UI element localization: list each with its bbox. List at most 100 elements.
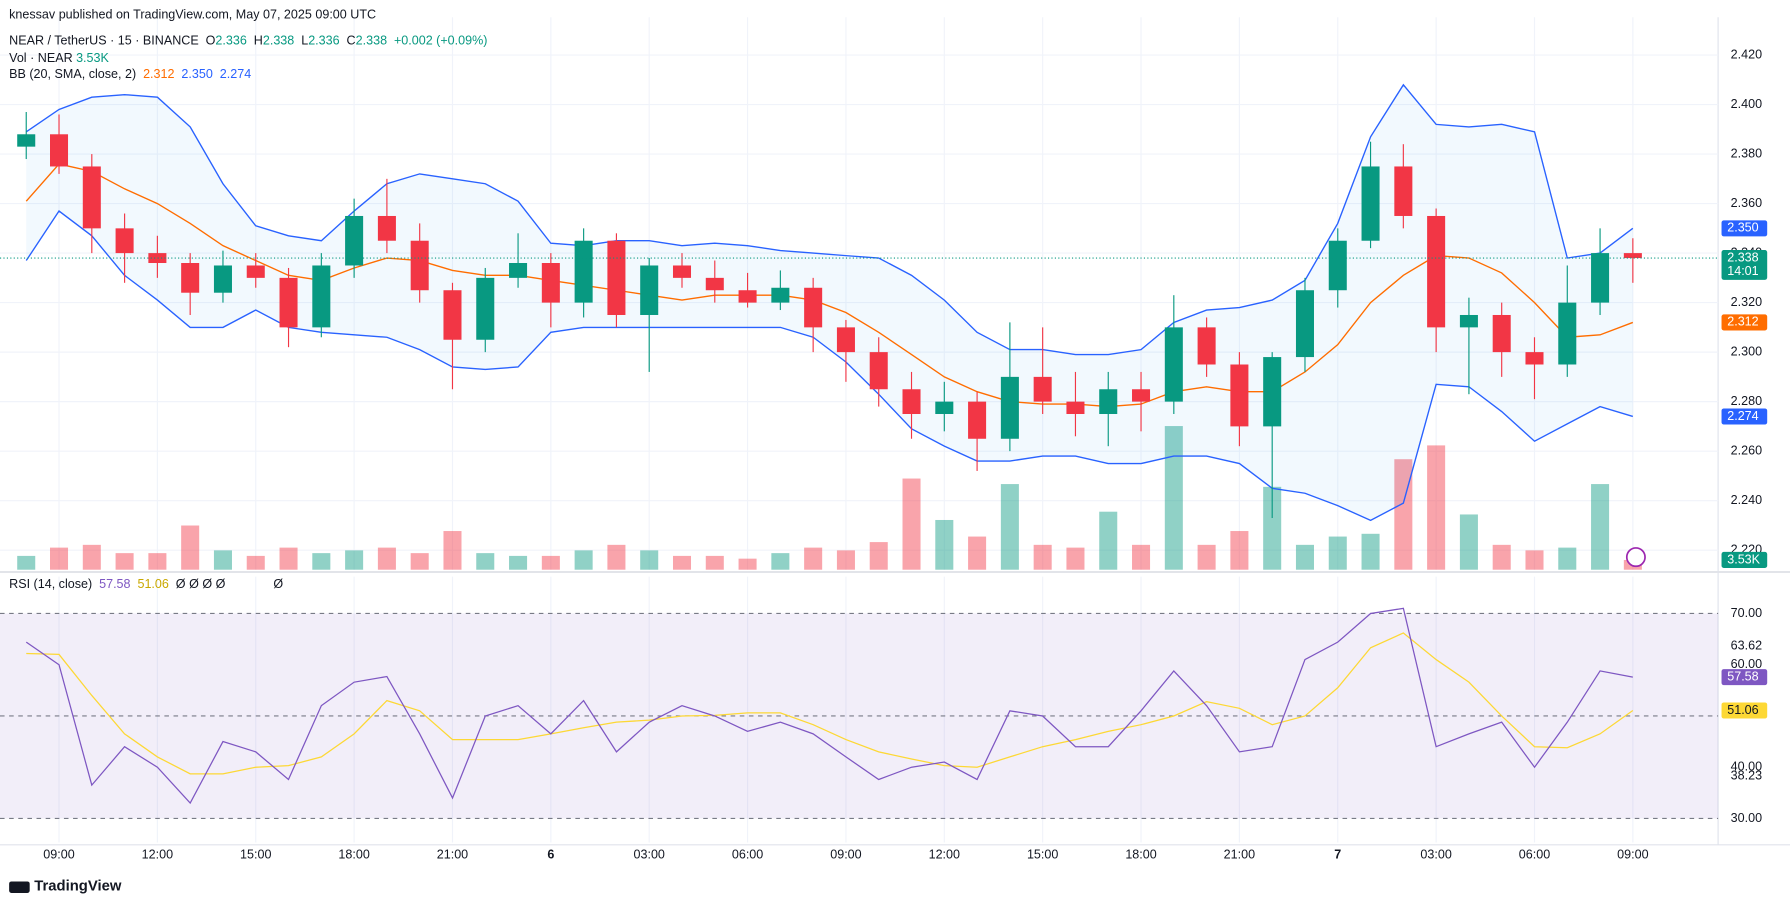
rsi-legend: RSI (14, close) 57.58 51.06 Ø Ø Ø Ø Ø bbox=[9, 577, 286, 593]
y-tick-label: 2.280 bbox=[1731, 394, 1762, 408]
ohlc-key: C bbox=[346, 34, 356, 49]
candle-body bbox=[1132, 389, 1151, 402]
candle-body bbox=[148, 253, 167, 264]
bb-legend: BB (20, SMA, close, 2) 2.312 2.350 2.274 bbox=[9, 66, 254, 82]
candle-body bbox=[1197, 327, 1216, 365]
volume-bar bbox=[804, 547, 823, 570]
volume-bar bbox=[1000, 484, 1019, 570]
volume-bar bbox=[279, 547, 298, 570]
volume-bar bbox=[115, 553, 134, 570]
symbol: NEAR / TetherUS · 15 · BINANCE bbox=[9, 34, 199, 49]
price-badge-label: 2.274 bbox=[1727, 409, 1758, 423]
volume-bar bbox=[902, 478, 921, 570]
volume-bar bbox=[312, 553, 331, 570]
candle-body bbox=[738, 290, 757, 303]
candle-body bbox=[1033, 376, 1052, 402]
placeholder: Ø Ø Ø Ø bbox=[175, 577, 226, 592]
rsi-badge-label: 51.06 bbox=[1727, 703, 1758, 717]
candle-body bbox=[1394, 166, 1413, 216]
volume-bar bbox=[476, 553, 495, 570]
candle-body bbox=[1492, 314, 1511, 353]
volume-bar bbox=[1591, 484, 1610, 570]
y-tick-label: 60.00 bbox=[1731, 657, 1762, 671]
ohlc-key: L bbox=[301, 34, 309, 49]
volume-bar bbox=[738, 558, 757, 570]
x-tick-label: 21:00 bbox=[1224, 847, 1255, 861]
candle-body bbox=[935, 401, 954, 415]
x-tick-label: 6 bbox=[547, 847, 554, 861]
header: knessav published on TradingView.com, Ma… bbox=[9, 7, 379, 23]
x-tick-label: 06:00 bbox=[732, 847, 763, 861]
logo bbox=[9, 881, 30, 893]
bb-line bbox=[25, 210, 1634, 522]
brand: TradingView bbox=[34, 876, 122, 895]
candle-body bbox=[1427, 215, 1446, 328]
x-tick-label: 09:00 bbox=[1617, 847, 1648, 861]
x-tick-label: 12:00 bbox=[929, 847, 960, 861]
rsi-badge bbox=[1721, 702, 1768, 719]
volume-bar bbox=[574, 550, 593, 570]
volume-bar bbox=[50, 547, 69, 570]
candle-body bbox=[115, 228, 134, 254]
volume-legend: Vol · NEAR 3.53K bbox=[9, 50, 112, 66]
volume-bar bbox=[935, 519, 954, 570]
candle-body bbox=[50, 134, 69, 167]
volume-bar bbox=[869, 542, 888, 570]
candle-body bbox=[771, 287, 790, 303]
x-tick-label: 15:00 bbox=[1027, 847, 1058, 861]
y-tick-label: 40.00 bbox=[1731, 760, 1762, 774]
candle-body bbox=[1066, 401, 1085, 415]
candle-body bbox=[804, 287, 823, 328]
volume-bar bbox=[1492, 544, 1511, 570]
y-tick-label: 2.420 bbox=[1731, 47, 1762, 61]
candle-body bbox=[836, 327, 855, 353]
volume-bar bbox=[1099, 511, 1118, 570]
y-tick-label: 70.00 bbox=[1731, 606, 1762, 620]
price-badge bbox=[1721, 314, 1768, 331]
change-pct: (+0.09%) bbox=[436, 34, 488, 49]
volume-bar bbox=[1132, 544, 1151, 570]
volume-bar bbox=[1427, 445, 1446, 570]
symbol-legend: NEAR / TetherUS · 15 · BINANCE O2.336 H2… bbox=[9, 33, 491, 49]
x-tick-label: 06:00 bbox=[1519, 847, 1550, 861]
volume-bar bbox=[509, 555, 528, 570]
candle-body bbox=[1295, 290, 1314, 358]
candle-body bbox=[345, 215, 364, 266]
x-tick-label: 15:00 bbox=[240, 847, 271, 861]
price-badge bbox=[1721, 220, 1768, 237]
price-badge bbox=[1721, 408, 1768, 425]
volume-bar bbox=[607, 544, 626, 570]
volume-bar bbox=[1295, 544, 1314, 570]
candle-body bbox=[1558, 302, 1577, 365]
price-badge-label: 2.350 bbox=[1727, 221, 1758, 235]
volume-bar bbox=[1525, 550, 1544, 570]
volume-bar bbox=[148, 553, 167, 570]
volume-bar bbox=[1230, 531, 1249, 570]
volume-bar bbox=[213, 550, 232, 570]
x-tick-label: 18:00 bbox=[1125, 847, 1156, 861]
volume-bar bbox=[1033, 544, 1052, 570]
rsi-title: RSI (14, close) bbox=[9, 577, 93, 592]
volume-bar bbox=[181, 525, 200, 570]
candle-body bbox=[82, 166, 101, 229]
candle-body bbox=[377, 215, 396, 241]
rsi-badge-label: 57.58 bbox=[1727, 669, 1758, 683]
candle-body bbox=[476, 277, 495, 340]
candle-body bbox=[1000, 376, 1019, 439]
y-tick-label: 30.00 bbox=[1731, 811, 1762, 825]
rsi-ma-value: 51.06 bbox=[137, 577, 169, 592]
candle-body bbox=[17, 134, 36, 147]
candle-body bbox=[869, 352, 888, 390]
x-tick-label: 18:00 bbox=[338, 847, 369, 861]
volume-bar bbox=[246, 555, 265, 570]
x-tick-label: 12:00 bbox=[142, 847, 173, 861]
candle-body bbox=[410, 240, 429, 291]
candle-body bbox=[509, 263, 528, 278]
candle-body bbox=[1623, 253, 1642, 259]
x-tick-label: 09:00 bbox=[830, 847, 861, 861]
candle-body bbox=[902, 389, 921, 415]
volume-bar bbox=[1328, 536, 1347, 570]
y-tick-label: 2.380 bbox=[1731, 146, 1762, 160]
